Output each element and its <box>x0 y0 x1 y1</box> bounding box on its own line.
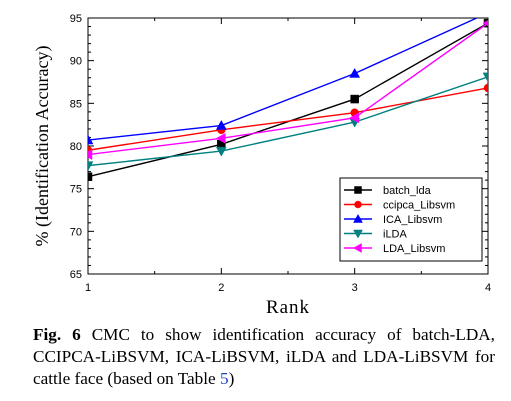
data-point <box>349 112 359 124</box>
series-ICA_Libsvm <box>88 8 493 145</box>
data-point <box>349 67 361 78</box>
legend-item: batch_lda <box>344 185 432 197</box>
y-tick-label: 80 <box>70 141 82 153</box>
data-point <box>350 94 359 104</box>
legend-label: ccipca_Libsvm <box>383 200 455 212</box>
legend-marker <box>354 200 362 209</box>
x-axis-title: Rank <box>266 297 310 318</box>
series-layer <box>88 8 493 181</box>
x-tick-label: 1 <box>85 282 91 294</box>
data-point <box>483 8 493 17</box>
legend-item: ccipca_Libsvm <box>344 200 455 212</box>
data-point <box>88 149 93 160</box>
data-point <box>215 120 227 130</box>
series-line <box>88 76 488 167</box>
legend-item: ICA_Libsvm <box>344 213 442 226</box>
y-axis: 65 70 75 80 85 90 95 <box>70 13 488 281</box>
legend-marker <box>352 243 362 253</box>
series-ccipca_Libsvm <box>88 83 488 155</box>
y-axis-title: % (Identification Accuracy) <box>32 46 53 247</box>
figure-caption: Fig. 6 CMC to show identification accura… <box>33 324 495 390</box>
legend: batch_lda ccipca_Libsvm ICA_Libsvm iLDA LDA_… <box>339 177 483 262</box>
caption-text-before: CMC to show identification accuracy of b… <box>33 325 495 388</box>
y-tick-label: 65 <box>70 269 82 281</box>
series-line <box>88 87 488 151</box>
legend-item: LDA_Libsvm <box>344 243 445 255</box>
series-line <box>88 18 479 141</box>
data-point <box>215 146 227 157</box>
data-point <box>215 132 226 144</box>
y-tick-label: 90 <box>70 56 82 68</box>
data-point <box>88 161 94 172</box>
legend-label: batch_lda <box>383 185 432 197</box>
y-tick-label: 85 <box>70 98 82 110</box>
x-tick-label: 2 <box>218 282 224 294</box>
figure-label: Fig. 6 <box>33 325 81 344</box>
caption-text-after: ) <box>228 369 235 388</box>
y-tick-label: 75 <box>70 184 82 196</box>
series-LDA_Libsvm <box>88 20 488 160</box>
data-point <box>482 20 488 27</box>
legend-marker <box>353 213 363 223</box>
x-tick-label: 4 <box>485 282 491 294</box>
legend-label: ICA_Libsvm <box>383 214 442 226</box>
data-point <box>88 172 93 181</box>
y-tick-label: 95 <box>70 13 82 25</box>
legend-item: iLDA <box>344 229 408 241</box>
legend-label: iLDA <box>383 229 408 241</box>
legend-marker <box>354 186 362 194</box>
data-point <box>88 134 94 145</box>
series-iLDA <box>88 72 488 172</box>
data-point <box>483 83 488 93</box>
legend-label: LDA_Libsvm <box>383 243 445 255</box>
data-point <box>482 72 488 83</box>
table-reference-link[interactable]: 5 <box>219 369 229 388</box>
series-line <box>88 22 488 156</box>
x-tick-label: 3 <box>352 282 358 294</box>
y-tick-label: 70 <box>70 226 82 238</box>
cmc-chart: 65 70 75 80 85 90 95 1 2 3 4 Rank % (Identificati… <box>32 8 493 318</box>
legend-marker <box>353 229 363 239</box>
